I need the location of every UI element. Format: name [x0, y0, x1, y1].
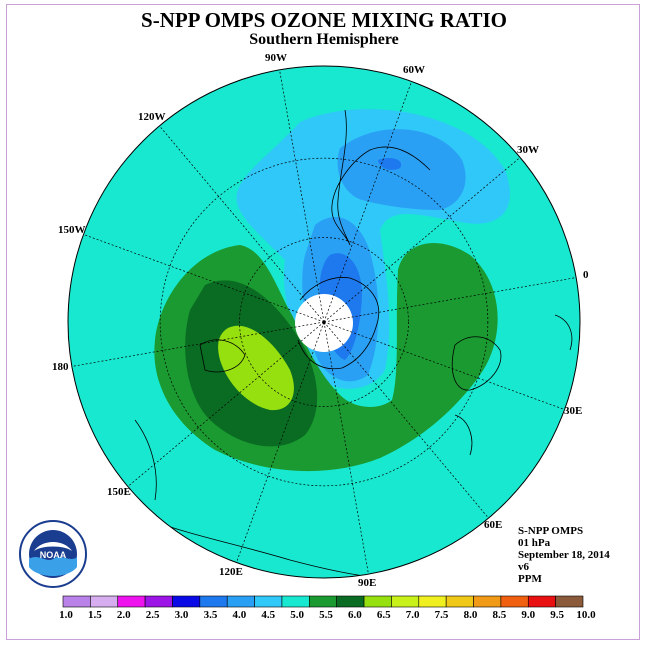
- colorbar-swatch: [527, 595, 556, 608]
- colorbar-tick-label: 3.0: [174, 609, 189, 621]
- colorbar-swatch: [391, 595, 420, 608]
- colorbar-swatch: [62, 595, 91, 608]
- info-version: v6: [518, 561, 529, 573]
- meridian-line: [323, 321, 369, 575]
- figure-frame: [6, 4, 640, 640]
- colorbar-swatch: [363, 595, 392, 608]
- colorbar-swatch: [226, 595, 255, 608]
- latitude-circle: [239, 237, 409, 407]
- lon-label-90w: 90W: [265, 52, 287, 64]
- colorbar: [62, 595, 584, 608]
- colorbar-swatch: [309, 595, 337, 608]
- colorbar-tick-label: 6.5: [376, 609, 391, 621]
- info-instrument: S-NPP OMPS: [518, 525, 584, 537]
- colorbar-swatch: [199, 595, 228, 608]
- meridian-line: [127, 321, 325, 487]
- colorbar-tick-label: 6.0: [348, 609, 362, 621]
- page-title: S-NPP OMPS OZONE MIXING RATIO: [141, 8, 507, 32]
- colorbar-tick-label: 1.0: [59, 609, 73, 621]
- lon-label-120w: 120W: [138, 111, 166, 123]
- colorbar-swatch: [281, 595, 310, 608]
- meridian-line: [323, 321, 489, 519]
- colorbar-tick-label: 1.5: [88, 609, 102, 621]
- colorbar-swatch: [418, 595, 447, 608]
- lon-label-150e: 150E: [107, 486, 131, 498]
- colorbar-swatch: [172, 595, 201, 608]
- colorbar-swatch: [500, 595, 529, 608]
- info-date: September 18, 2014: [518, 549, 610, 561]
- meridian-line: [279, 69, 325, 323]
- meridian-line: [323, 277, 577, 323]
- longitude-labels: 90W 60W 30W 0 30E 60E 90E 120E 150E 180 …: [52, 52, 589, 589]
- colorbar-tick-label: 5.0: [290, 609, 304, 621]
- colorbar-tick-label: 4.0: [232, 609, 247, 621]
- page-subtitle: Southern Hemisphere: [249, 31, 399, 48]
- colorbar-swatch: [90, 595, 119, 608]
- colorbar-swatch: [336, 595, 365, 608]
- colorbar-tick-label: 8.5: [492, 609, 507, 621]
- meridian-line: [71, 321, 325, 367]
- meridian-line: [159, 125, 325, 323]
- colorbar-swatch: [144, 595, 173, 608]
- lon-label-60w: 60W: [403, 64, 425, 76]
- noaa-logo-text: NOAA: [40, 550, 67, 560]
- lon-label-60e: 60E: [484, 519, 502, 531]
- colorbar-swatch: [473, 595, 502, 608]
- lon-label-30e: 30E: [564, 405, 582, 417]
- colorbar-tick-label: 9.0: [521, 609, 536, 621]
- colorbar-swatch: [445, 595, 474, 608]
- lon-label-30w: 30W: [517, 144, 539, 156]
- lon-label-90e: 90E: [358, 577, 376, 589]
- meridian-line: [323, 81, 412, 323]
- region-4-0-north: [337, 129, 466, 210]
- meridian-line: [83, 234, 325, 323]
- meridian-line: [236, 321, 325, 563]
- colorbar-tick-label: 3.5: [203, 609, 218, 621]
- colorbar-tick-label: 10.0: [576, 609, 596, 621]
- colorbar-tick-label: 2.5: [145, 609, 160, 621]
- colorbar-swatch: [117, 595, 146, 608]
- colorbar-tick-label: 8.0: [463, 609, 478, 621]
- colorbar-tick-label: 2.0: [116, 609, 131, 621]
- info-units: PPM: [518, 573, 542, 585]
- colorbar-tick-label: 7.0: [405, 609, 420, 621]
- region-3-5: [378, 157, 402, 170]
- colorbar-tick-label: 7.5: [434, 609, 449, 621]
- lon-label-150w: 150W: [58, 224, 86, 236]
- info-pressure: 01 hPa: [518, 537, 551, 549]
- noaa-logo: NOAA: [19, 520, 87, 588]
- colorbar-tick-label: 4.5: [261, 609, 276, 621]
- latitude-circle: [159, 157, 489, 487]
- graticule: [71, 69, 577, 575]
- coastlines: [134, 109, 573, 578]
- lon-label-180: 180: [52, 361, 69, 373]
- map-boundary: [67, 65, 581, 579]
- lon-label-0: 0: [583, 269, 589, 281]
- colorbar-tick-label: 5.5: [319, 609, 333, 621]
- meridian-line: [323, 157, 521, 323]
- colorbar-swatch: [254, 595, 283, 608]
- colorbar-swatch: [555, 595, 584, 608]
- meridian-line: [323, 321, 565, 410]
- colorbar-tick-label: 9.5: [550, 609, 564, 621]
- lon-label-120e: 120E: [219, 566, 243, 578]
